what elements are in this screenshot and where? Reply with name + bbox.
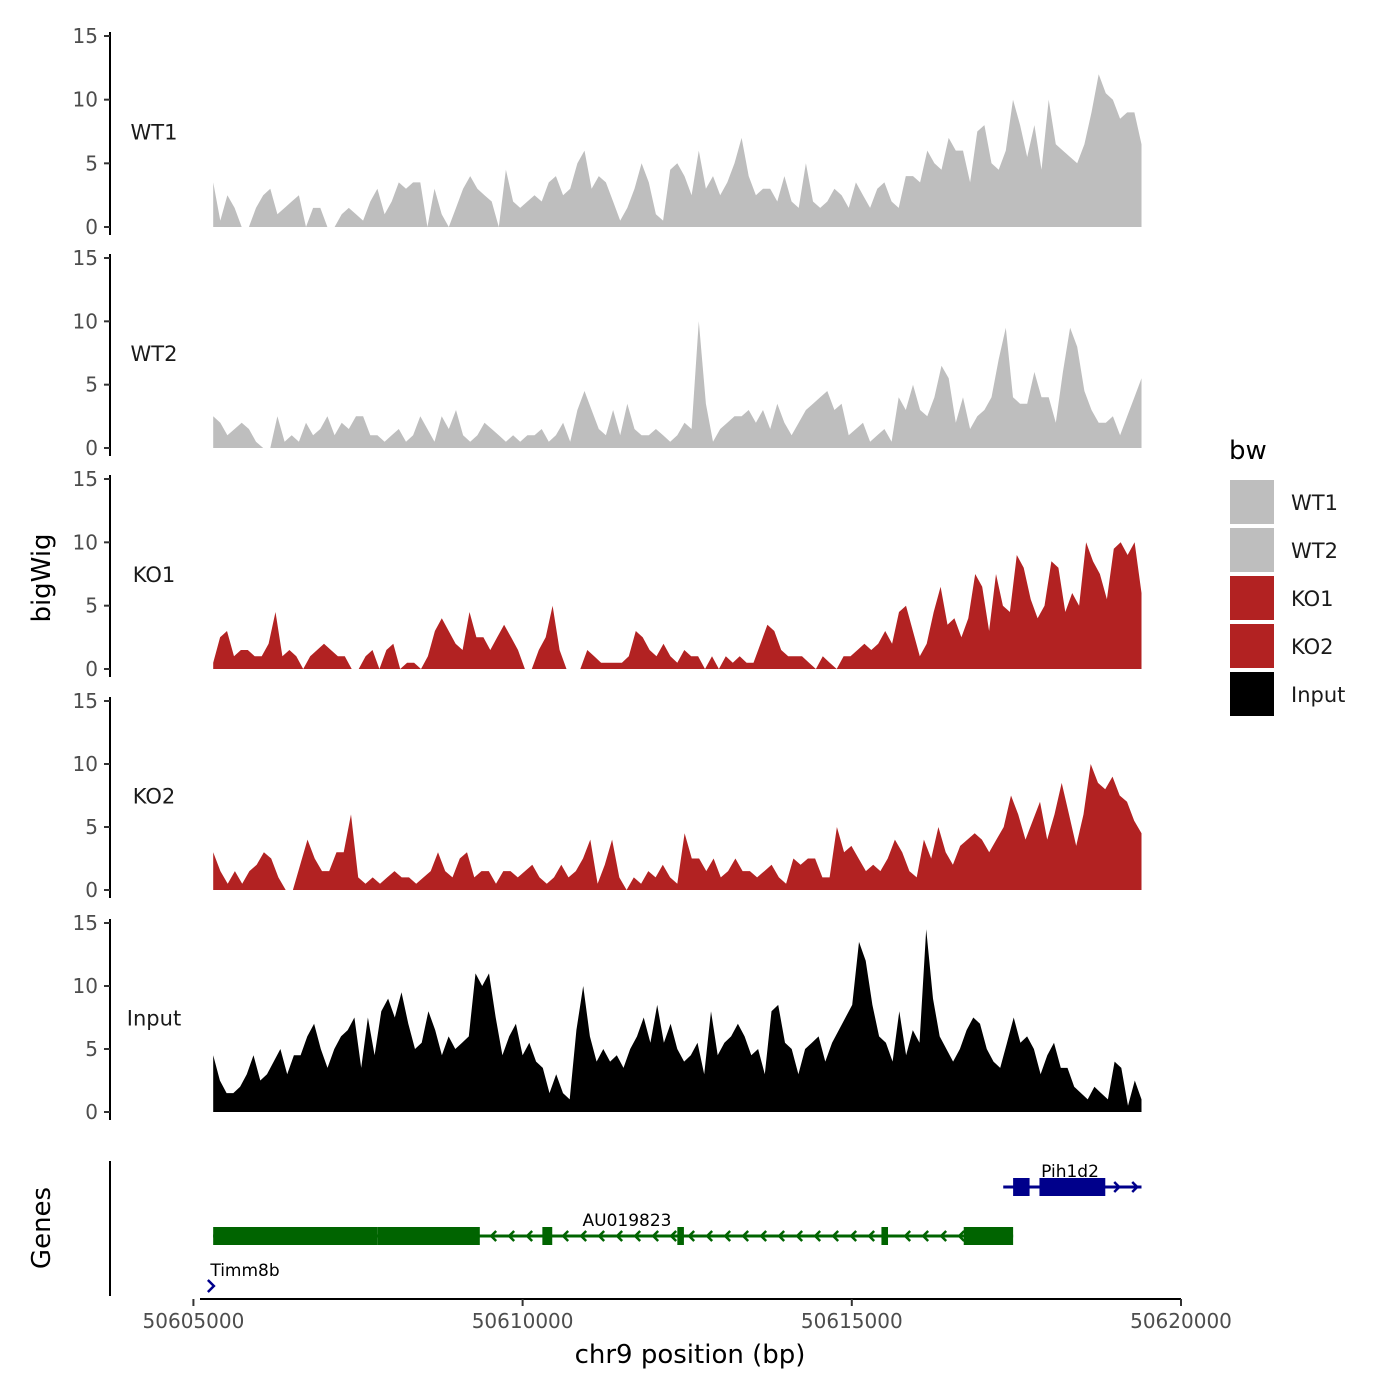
gene-label: Pih1d2: [1041, 1162, 1099, 1182]
x-tick-label: 50615000: [801, 1309, 903, 1333]
gene-strand-arrow: [669, 1230, 678, 1242]
y-tick-label: 15: [73, 467, 98, 491]
gene-strand-arrow: [939, 1230, 948, 1242]
gene-strand-arrow: [206, 1279, 216, 1293]
legend-swatch-ko2: [1230, 624, 1274, 668]
legend-swatch-wt1: [1230, 480, 1274, 524]
y-tick-label: 10: [73, 974, 98, 998]
gene-strand-arrow: [759, 1230, 768, 1242]
gene-exon: [1039, 1178, 1106, 1196]
y-tick-label: 5: [85, 815, 98, 839]
gene-strand-arrow: [507, 1230, 516, 1242]
signal-area-ko2: [213, 764, 1142, 890]
gene-strand-arrow: [795, 1230, 804, 1242]
gene-strand-arrow: [525, 1230, 534, 1242]
gene-strand-arrow: [867, 1230, 876, 1242]
legend: bw WT1 WT2 KO1 KO2 Input: [1229, 436, 1345, 716]
track-label: KO1: [133, 563, 176, 587]
legend-swatch-wt2: [1230, 528, 1274, 572]
y-tick-label: 0: [85, 878, 98, 902]
gene-strand-arrow: [561, 1230, 570, 1242]
legend-swatch-ko1: [1230, 576, 1274, 620]
y-tick-label: 10: [73, 530, 98, 554]
gene-label: AU019823: [583, 1211, 672, 1231]
track-label: Input: [127, 1007, 181, 1031]
legend-title: bw: [1229, 436, 1267, 466]
track-ko2: 0 5 10 15 KO2: [73, 689, 1142, 902]
legend-swatch-input: [1230, 672, 1274, 716]
gene-strand-arrow: [741, 1230, 750, 1242]
gene-strand-arrow: [579, 1230, 588, 1242]
gene-strand-arrow: [1131, 1181, 1139, 1193]
track-wt2: 0 5 10 15 WT2: [73, 246, 1142, 460]
y-axis-title-bigwig: bigWig: [27, 533, 57, 622]
gene-strand-arrow: [849, 1230, 858, 1242]
gene-strand-arrow: [831, 1230, 840, 1242]
gene-exon: [377, 1227, 480, 1245]
x-tick-label: 50605000: [143, 1309, 245, 1333]
gene-strand-arrow: [633, 1230, 642, 1242]
gene-strand-arrow: [489, 1230, 498, 1242]
gene-pih1d2: Pih1d2: [1003, 1162, 1142, 1196]
y-tick-label: 5: [85, 373, 98, 397]
y-tick-label: 15: [73, 689, 98, 713]
x-axis-title: chr9 position (bp): [575, 1340, 806, 1370]
y-tick-label: 0: [85, 1100, 98, 1124]
y-tick-label: 5: [85, 151, 98, 175]
legend-label-wt1: WT1: [1291, 491, 1338, 515]
gene-exon: [963, 1227, 1014, 1245]
y-tick-label: 15: [73, 911, 98, 935]
signal-area-input: [213, 929, 1142, 1112]
y-tick-label: 15: [73, 24, 98, 48]
gene-exon: [677, 1227, 684, 1245]
gene-exon: [1013, 1178, 1030, 1196]
signal-area-wt2: [213, 321, 1142, 448]
track-wt1: 0 5 10 15 WT1: [73, 24, 1142, 239]
gene-strand-arrow: [615, 1230, 624, 1242]
x-tick-label: 50610000: [472, 1309, 574, 1333]
gene-strand-arrow: [705, 1230, 714, 1242]
legend-label-wt2: WT2: [1291, 539, 1338, 563]
gene-track: Pih1d2 AU019823 Timm8b: [206, 1162, 1142, 1293]
gene-strand-arrow: [957, 1230, 966, 1242]
y-tick-label: 10: [73, 752, 98, 776]
gene-exon: [213, 1227, 378, 1245]
gene-exon: [881, 1227, 889, 1245]
gene-strand-arrow: [903, 1230, 912, 1242]
y-tick-label: 10: [73, 309, 98, 333]
track-label: WT2: [131, 342, 178, 366]
gene-strand-arrow: [651, 1230, 660, 1242]
legend-label-ko2: KO2: [1291, 635, 1334, 659]
y-axis-title-genes: Genes: [27, 1187, 57, 1269]
gene-strand-arrow: [813, 1230, 822, 1242]
gene-strand-arrow: [921, 1230, 930, 1242]
gene-strand-arrow: [777, 1230, 786, 1242]
y-tick-label: 5: [85, 1037, 98, 1061]
track-input: 0 5 10 15 Input: [73, 911, 1142, 1124]
gene-exon: [542, 1227, 553, 1245]
y-tick-label: 5: [85, 594, 98, 618]
y-tick-label: 0: [85, 436, 98, 460]
gene-timm8b: Timm8b: [206, 1261, 280, 1293]
legend-label-ko1: KO1: [1291, 587, 1334, 611]
y-tick-label: 0: [85, 657, 98, 681]
legend-label-input: Input: [1291, 683, 1345, 707]
gene-strand-arrow: [597, 1230, 606, 1242]
gene-au019823: AU019823: [213, 1211, 1014, 1245]
gene-strand-arrow: [687, 1230, 696, 1242]
x-tick-label: 50620000: [1130, 1309, 1232, 1333]
track-ko1: 0 5 10 15 KO1: [73, 467, 1142, 681]
gene-strand-arrow: [1113, 1181, 1121, 1193]
y-tick-label: 0: [85, 215, 98, 239]
y-tick-label: 10: [73, 88, 98, 112]
track-label: WT1: [131, 121, 178, 145]
gene-strand-arrow: [723, 1230, 732, 1242]
signal-area-wt1: [213, 74, 1142, 227]
signal-area-ko1: [213, 542, 1142, 669]
gene-label: Timm8b: [209, 1261, 279, 1281]
y-tick-label: 15: [73, 246, 98, 270]
track-label: KO2: [133, 785, 176, 809]
